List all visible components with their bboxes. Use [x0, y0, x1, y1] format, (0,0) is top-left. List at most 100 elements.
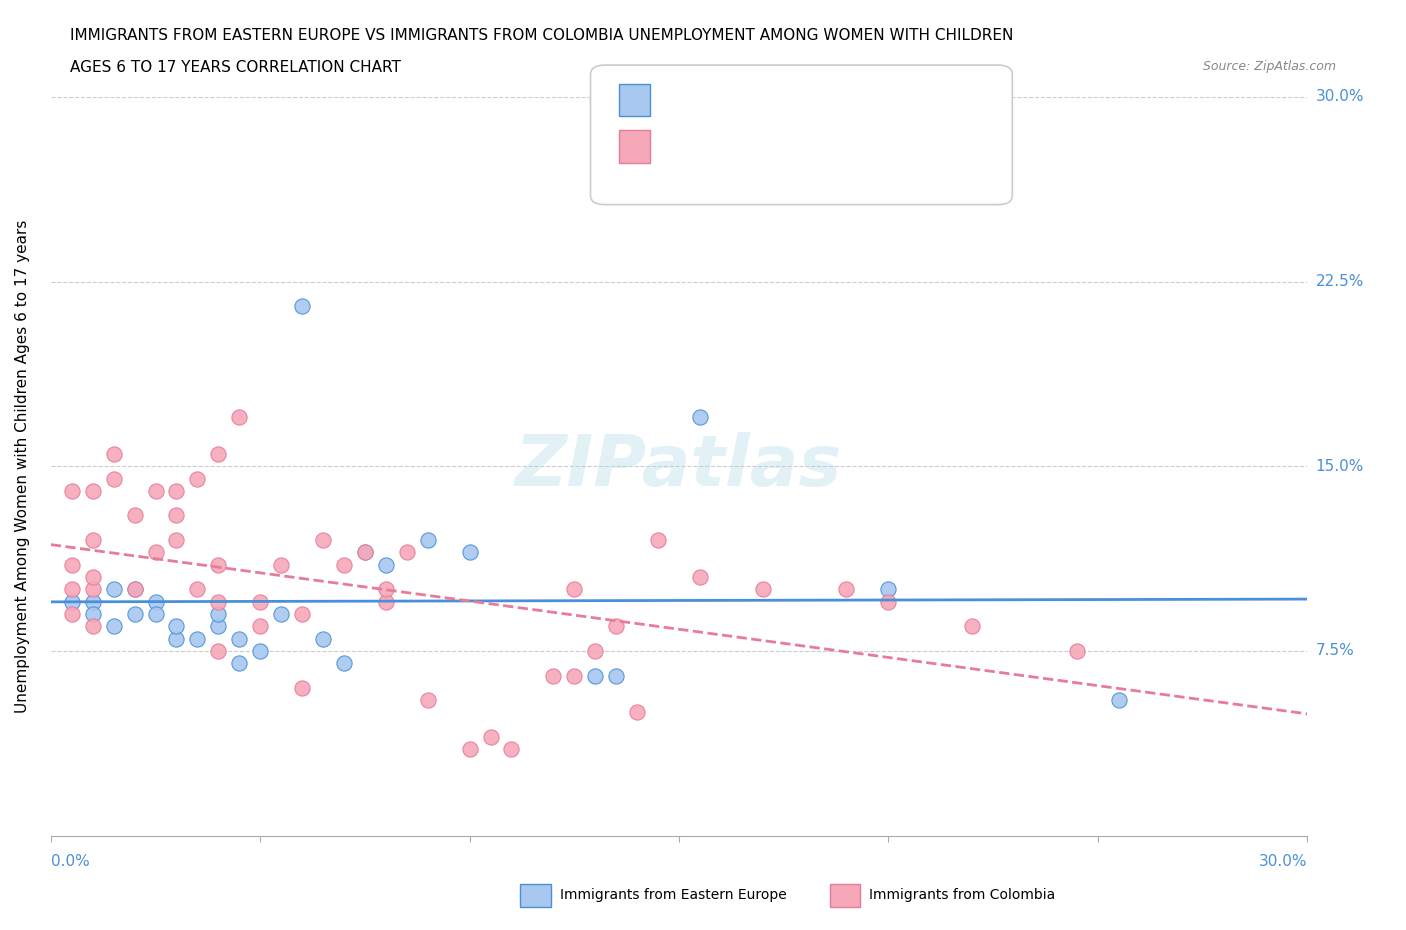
Point	[374, 594, 396, 609]
Point	[166, 533, 188, 548]
Text: 0.0%: 0.0%	[51, 854, 90, 869]
Point	[312, 631, 335, 646]
Point	[291, 606, 314, 621]
Point	[543, 668, 565, 683]
Text: AGES 6 TO 17 YEARS CORRELATION CHART: AGES 6 TO 17 YEARS CORRELATION CHART	[70, 60, 401, 75]
Point	[228, 409, 250, 424]
Point	[103, 472, 125, 486]
Text: 30.0%: 30.0%	[1316, 89, 1364, 104]
Point	[186, 472, 208, 486]
Point	[249, 644, 271, 658]
Point	[60, 594, 83, 609]
Point	[333, 557, 356, 572]
Point	[458, 742, 481, 757]
Point	[186, 631, 208, 646]
Point	[186, 582, 208, 597]
Point	[583, 668, 606, 683]
Point	[124, 582, 146, 597]
Point	[354, 545, 377, 560]
Point	[145, 484, 167, 498]
Point	[416, 533, 439, 548]
Point	[60, 484, 83, 498]
Point	[291, 681, 314, 696]
Point	[207, 557, 229, 572]
Point	[354, 545, 377, 560]
Text: N = 30: N = 30	[837, 91, 898, 110]
Point	[689, 409, 711, 424]
Text: Immigrants from Colombia: Immigrants from Colombia	[869, 887, 1054, 902]
Point	[82, 582, 104, 597]
Text: 30.0%: 30.0%	[1258, 854, 1308, 869]
Point	[605, 668, 627, 683]
Point	[103, 582, 125, 597]
Point	[145, 545, 167, 560]
Point	[60, 606, 83, 621]
Point	[249, 594, 271, 609]
Point	[374, 582, 396, 597]
Point	[877, 594, 900, 609]
Point	[145, 594, 167, 609]
Point	[82, 618, 104, 633]
Point	[166, 618, 188, 633]
Point	[877, 582, 900, 597]
Point	[103, 618, 125, 633]
Point	[82, 533, 104, 548]
Point	[501, 742, 523, 757]
Point	[312, 533, 335, 548]
Point	[166, 484, 188, 498]
Point	[270, 557, 292, 572]
Point	[103, 446, 125, 461]
Point	[395, 545, 418, 560]
Text: R = 0.236: R = 0.236	[664, 91, 747, 110]
Point	[333, 656, 356, 671]
Text: ZIPatlas: ZIPatlas	[515, 432, 842, 500]
Point	[207, 606, 229, 621]
Text: N = 53: N = 53	[837, 138, 898, 156]
Point	[207, 594, 229, 609]
Point	[145, 606, 167, 621]
Point	[270, 606, 292, 621]
Point	[291, 299, 314, 313]
Point	[458, 545, 481, 560]
Point	[605, 618, 627, 633]
Text: R = 0.079: R = 0.079	[664, 138, 747, 156]
Point	[562, 582, 585, 597]
Text: Source: ZipAtlas.com: Source: ZipAtlas.com	[1202, 60, 1336, 73]
Point	[416, 693, 439, 708]
Text: 22.5%: 22.5%	[1316, 274, 1364, 289]
Y-axis label: Unemployment Among Women with Children Ages 6 to 17 years: Unemployment Among Women with Children A…	[15, 219, 30, 713]
Point	[228, 656, 250, 671]
Point	[249, 618, 271, 633]
Point	[124, 606, 146, 621]
Point	[374, 557, 396, 572]
Point	[82, 606, 104, 621]
Point	[1066, 644, 1088, 658]
Point	[626, 705, 648, 720]
Text: IMMIGRANTS FROM EASTERN EUROPE VS IMMIGRANTS FROM COLOMBIA UNEMPLOYMENT AMONG WO: IMMIGRANTS FROM EASTERN EUROPE VS IMMIGR…	[70, 28, 1014, 43]
Point	[751, 582, 773, 597]
Point	[60, 557, 83, 572]
Point	[689, 569, 711, 584]
Point	[207, 446, 229, 461]
Point	[479, 730, 502, 745]
Point	[647, 533, 669, 548]
Point	[583, 644, 606, 658]
Point	[82, 594, 104, 609]
Point	[207, 644, 229, 658]
Point	[1108, 693, 1130, 708]
Point	[124, 582, 146, 597]
Text: 7.5%: 7.5%	[1316, 644, 1354, 658]
Text: Immigrants from Eastern Europe: Immigrants from Eastern Europe	[560, 887, 786, 902]
Point	[166, 508, 188, 523]
Point	[82, 569, 104, 584]
Point	[124, 508, 146, 523]
Point	[835, 582, 858, 597]
Point	[960, 618, 983, 633]
Point	[60, 582, 83, 597]
Point	[228, 631, 250, 646]
Text: 15.0%: 15.0%	[1316, 458, 1364, 473]
Point	[562, 668, 585, 683]
Point	[166, 631, 188, 646]
Point	[207, 618, 229, 633]
Point	[82, 484, 104, 498]
